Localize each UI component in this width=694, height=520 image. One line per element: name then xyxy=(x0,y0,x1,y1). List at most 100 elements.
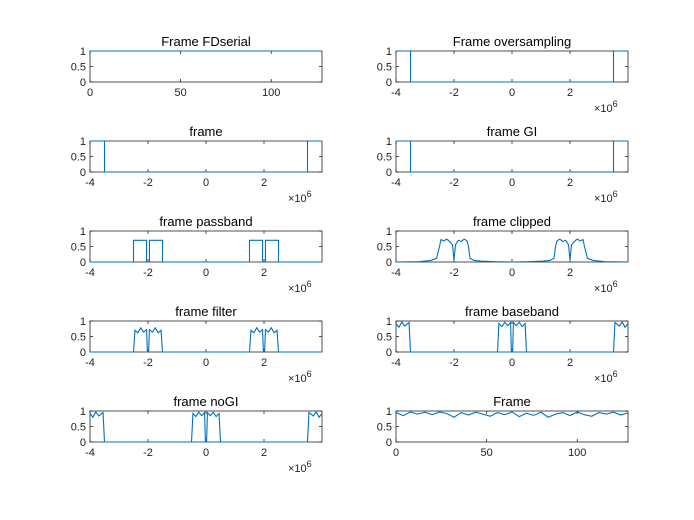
subplot-2: Frame oversampling -4 -2 0 2 0 0.5 1 ×106 xyxy=(377,34,629,115)
y-tick-label: 1 xyxy=(80,136,86,148)
x-tick-label: -2 xyxy=(143,177,153,189)
series-line xyxy=(496,321,528,353)
x-tick-label: 50 xyxy=(175,87,187,99)
x-tick-label: 2 xyxy=(261,177,267,189)
subplot-title: frame GI xyxy=(487,124,538,139)
axes-box xyxy=(395,320,629,353)
series-line xyxy=(90,326,322,353)
x-tick-label: -4 xyxy=(85,447,95,459)
x-tick-label: 2 xyxy=(567,357,573,369)
y-tick-label: 0.5 xyxy=(71,422,86,434)
subplot-6: frame clipped -4 -2 0 2 0 0.5 1 ×106 xyxy=(377,214,629,295)
x-exponent-label: ×106 xyxy=(594,369,618,385)
x-tick-label: 100 xyxy=(262,87,280,99)
y-tick-label: 0 xyxy=(386,167,392,179)
x-tick-label: -4 xyxy=(391,87,401,99)
y-tick-label: 1 xyxy=(386,316,392,328)
subplot-title: frame passband xyxy=(159,214,252,229)
x-tick-label: 0 xyxy=(509,267,515,279)
x-exponent-label: ×106 xyxy=(288,189,312,205)
x-tick-label: 0 xyxy=(509,177,515,189)
subplot-title: Frame oversampling xyxy=(453,34,572,49)
x-tick-label: 50 xyxy=(481,447,493,459)
subplot-title: frame xyxy=(189,124,222,139)
axes-box xyxy=(89,410,323,443)
x-tick-label: -2 xyxy=(449,357,459,369)
x-exponent-label: ×106 xyxy=(288,369,312,385)
y-tick-label: 0 xyxy=(80,257,86,269)
x-tick-label: 100 xyxy=(568,447,586,459)
x-tick-label: 0 xyxy=(393,447,399,459)
x-tick-label: -4 xyxy=(391,267,401,279)
x-tick-label: 0 xyxy=(203,267,209,279)
x-tick-label: -2 xyxy=(449,267,459,279)
y-tick-label: 1 xyxy=(386,46,392,58)
subplot-4: frame GI -4 -2 0 2 0 0.5 1 ×106 xyxy=(377,124,629,205)
y-tick-label: 0.5 xyxy=(71,332,86,344)
subplot-title: Frame xyxy=(493,394,531,409)
series-line xyxy=(190,411,222,443)
subplot-10: Frame 0 50 100 0 0.5 1 xyxy=(377,394,629,459)
x-tick-label: -2 xyxy=(449,177,459,189)
y-tick-label: 1 xyxy=(80,46,86,58)
x-exponent-label: ×106 xyxy=(594,99,618,115)
subplot-title: frame baseband xyxy=(465,304,559,319)
x-tick-label: -4 xyxy=(85,357,95,369)
axes-box xyxy=(395,230,629,263)
y-tick-label: 1 xyxy=(386,136,392,148)
y-tick-label: 0 xyxy=(80,437,86,449)
x-exponent-label: ×106 xyxy=(594,189,618,205)
y-tick-label: 0 xyxy=(386,347,392,359)
x-tick-label: 2 xyxy=(567,267,573,279)
y-tick-label: 0.5 xyxy=(377,242,392,254)
y-tick-label: 0.5 xyxy=(377,422,392,434)
series-line xyxy=(90,239,322,263)
axes-box xyxy=(89,140,323,173)
x-tick-label: 2 xyxy=(261,267,267,279)
y-tick-label: 0.5 xyxy=(377,152,392,164)
x-tick-label: 0 xyxy=(203,177,209,189)
subplot-9: frame noGI -4 -2 0 2 0 0.5 1 ×106 xyxy=(71,394,323,475)
x-tick-label: -4 xyxy=(85,177,95,189)
x-tick-label: -2 xyxy=(449,87,459,99)
x-tick-label: -4 xyxy=(391,357,401,369)
series-line xyxy=(396,50,628,83)
y-tick-label: 1 xyxy=(386,226,392,238)
subplot-title: frame filter xyxy=(175,304,237,319)
x-tick-label: -2 xyxy=(143,447,153,459)
x-exponent-label: ×106 xyxy=(288,279,312,295)
y-tick-label: 0.5 xyxy=(71,152,86,164)
axes-box xyxy=(395,50,629,83)
subplot-title: frame noGI xyxy=(173,394,238,409)
x-tick-label: 2 xyxy=(261,447,267,459)
subplot-title: frame clipped xyxy=(473,214,551,229)
x-tick-label: 2 xyxy=(261,357,267,369)
x-tick-label: 0 xyxy=(203,357,209,369)
x-tick-label: 2 xyxy=(567,177,573,189)
x-exponent-label: ×106 xyxy=(288,459,312,475)
y-tick-label: 0.5 xyxy=(71,62,86,74)
series-line xyxy=(395,238,629,263)
y-tick-label: 1 xyxy=(80,226,86,238)
y-tick-label: 0 xyxy=(80,347,86,359)
y-tick-label: 1 xyxy=(80,316,86,328)
x-tick-label: 0 xyxy=(203,447,209,459)
x-tick-label: -2 xyxy=(143,267,153,279)
y-tick-label: 0 xyxy=(386,257,392,269)
series-line xyxy=(90,140,322,173)
x-tick-label: -4 xyxy=(391,177,401,189)
subplot-7: frame filter -4 -2 0 2 0 0.5 1 ×106 xyxy=(71,304,323,385)
axes-box xyxy=(89,320,323,353)
x-tick-label: 0 xyxy=(509,87,515,99)
x-tick-label: 2 xyxy=(567,87,573,99)
y-tick-label: 0.5 xyxy=(377,332,392,344)
subplot-8: frame baseband -4 -2 0 2 0 0.5 1 ×106 xyxy=(377,304,629,385)
x-tick-label: 0 xyxy=(509,357,515,369)
axes-box xyxy=(395,140,629,173)
axes-box xyxy=(89,50,323,83)
y-tick-label: 0 xyxy=(386,77,392,89)
x-exponent-label: ×106 xyxy=(594,279,618,295)
series-line xyxy=(396,140,628,173)
x-tick-label: -2 xyxy=(143,357,153,369)
